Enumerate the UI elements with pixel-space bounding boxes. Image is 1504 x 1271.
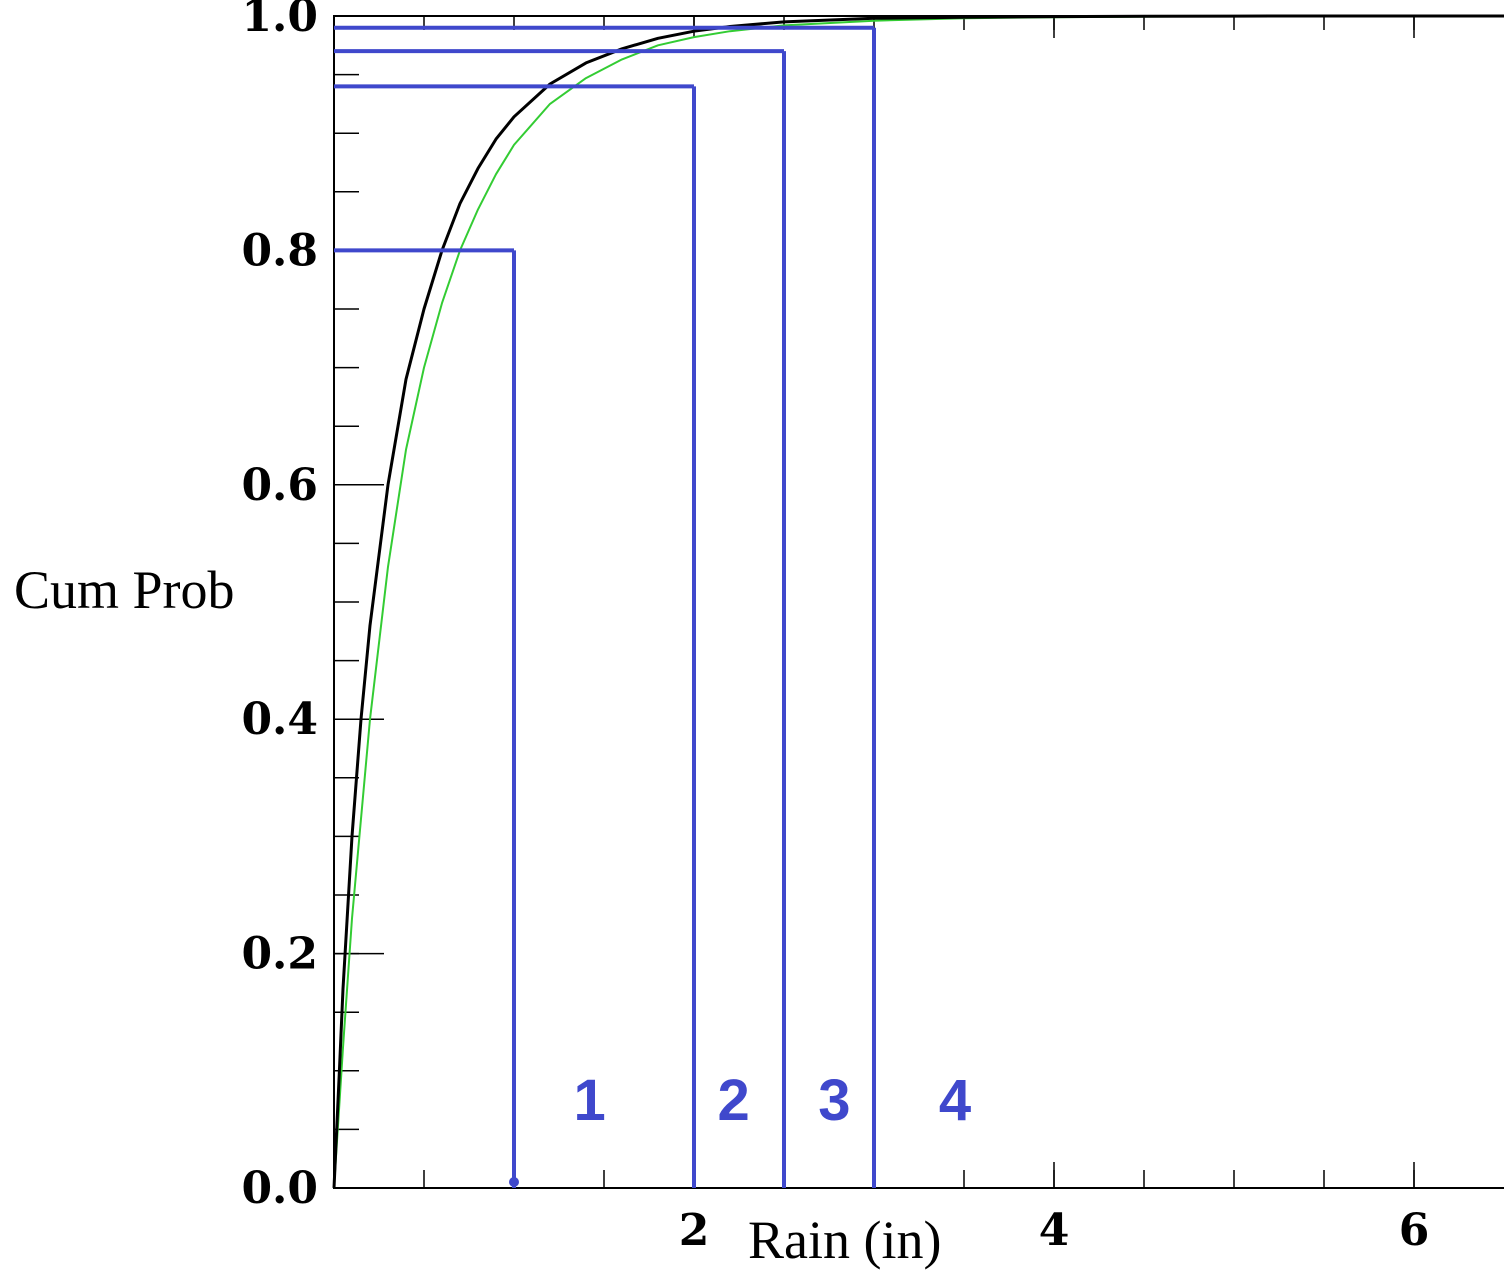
y-tick-label: 1.0 [241,0,318,42]
fitted-cdf-line [333,15,1504,1189]
empirical-cdf-line [332,14,1504,1189]
region-label: 2 [717,1068,749,1133]
x-axis-title: Rain (in) [748,1210,941,1270]
x-tick-label: 2 [679,1205,710,1256]
y-axis-title: Cum Prob [14,560,235,620]
y-tick-label: 0.2 [241,929,318,980]
region-label: 4 [939,1068,971,1133]
y-tick-label: 0.6 [241,460,318,511]
plot-frame [333,15,1504,1189]
y-tick-label: 0.0 [241,1163,318,1214]
y-tick-label: 0.4 [241,694,318,745]
series-layer [332,14,1504,1189]
y-tick-label: 0.8 [241,225,318,276]
region-label: 3 [818,1068,850,1133]
labels: Cum Prob Rain (in) 1 2 3 4 [14,560,971,1270]
axes: 0.0 0.2 0.4 0.6 0.8 1.0 2 4 6 [241,0,1504,1256]
reference-lines [334,25,876,1188]
reference-point-marker [509,1177,519,1187]
x-tick-label: 6 [1399,1205,1430,1256]
region-label: 1 [573,1068,605,1133]
x-tick-label: 4 [1039,1205,1070,1256]
